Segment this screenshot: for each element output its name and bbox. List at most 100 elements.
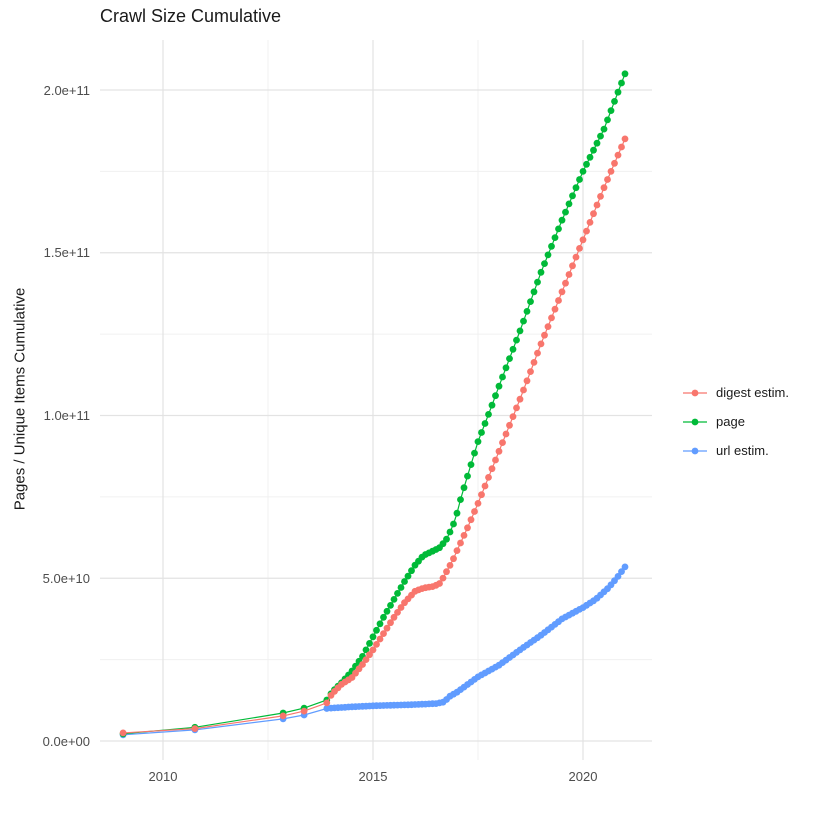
data-point [485, 411, 492, 418]
legend-item-page: page [682, 407, 789, 436]
data-point [450, 520, 457, 528]
legend-key-icon [683, 418, 707, 425]
data-point [464, 524, 471, 532]
data-point [362, 646, 370, 654]
data-point [530, 288, 538, 296]
data-point [611, 159, 618, 167]
legend-key-icon [683, 447, 707, 454]
data-point [488, 465, 496, 473]
data-point [530, 359, 538, 366]
data-point [495, 382, 503, 390]
x-tick-label: 2020 [568, 769, 598, 784]
data-point [495, 447, 503, 455]
data-point [555, 297, 562, 304]
data-point [597, 132, 604, 140]
data-point [373, 626, 380, 634]
data-point [523, 308, 531, 315]
data-point [607, 107, 615, 114]
data-point [279, 712, 287, 720]
data-point [436, 580, 443, 587]
legend-item-digest-estim: digest estim. [682, 378, 789, 407]
legend-label: page [716, 414, 745, 429]
data-point [464, 472, 471, 480]
data-point [446, 528, 454, 536]
data-point [534, 349, 541, 357]
data-point [478, 429, 485, 436]
data-point [600, 125, 608, 133]
series-page [119, 70, 629, 738]
data-point [474, 500, 482, 507]
data-point [457, 539, 464, 547]
legend-label: digest estim. [716, 385, 789, 400]
data-point [523, 377, 531, 385]
data-point [446, 562, 454, 569]
data-point [569, 262, 576, 270]
data-point [492, 392, 499, 400]
data-point [565, 200, 573, 208]
data-point [621, 563, 629, 571]
data-point [551, 234, 559, 242]
data-point [492, 456, 499, 464]
data-point [565, 271, 573, 278]
data-point [453, 509, 461, 517]
data-point [541, 260, 548, 267]
data-point [376, 620, 384, 628]
data-point [366, 640, 373, 647]
data-point [555, 225, 562, 233]
legend-item-url-estim: url estim. [682, 436, 789, 465]
data-point [119, 729, 127, 737]
data-point [621, 135, 629, 143]
data-point [569, 192, 576, 200]
data-point [537, 340, 545, 348]
data-point [376, 635, 384, 643]
data-point [586, 153, 594, 161]
data-point [607, 168, 615, 175]
series-url-estim [119, 563, 629, 739]
data-point [614, 573, 622, 580]
data-point [579, 236, 587, 244]
x-tick-label: 2015 [358, 769, 388, 784]
data-point [618, 79, 625, 87]
x-tick-label: 2010 [148, 769, 178, 784]
data-point [471, 508, 478, 515]
data-point [576, 245, 583, 252]
data-point [502, 430, 510, 438]
y-tick-label: 1.5e+11 [43, 245, 90, 261]
data-point [509, 413, 517, 420]
data-point [576, 176, 583, 183]
data-point [527, 368, 534, 375]
series-digest-estim [119, 135, 629, 737]
data-point [453, 547, 461, 554]
data-point [590, 146, 597, 154]
data-point [394, 609, 401, 616]
data-point [478, 491, 485, 499]
data-point [590, 210, 597, 218]
data-point [583, 160, 590, 168]
data-point [516, 395, 524, 403]
data-point [513, 404, 520, 412]
data-point [618, 143, 625, 151]
legend: digest estim. page url estim. [682, 378, 789, 465]
data-point [359, 661, 366, 668]
data-point [380, 613, 387, 621]
data-point [614, 151, 622, 159]
y-tick-label: 1.0e+11 [43, 408, 90, 423]
data-point [593, 201, 601, 209]
data-point [439, 574, 447, 582]
legend-label: url estim. [716, 443, 769, 458]
legend-key-icon [683, 389, 707, 396]
data-point [362, 656, 370, 663]
data-point [383, 607, 391, 615]
data-point [509, 345, 517, 353]
data-point [618, 568, 625, 575]
data-point [611, 98, 618, 105]
data-point [597, 193, 604, 200]
data-point [369, 633, 377, 641]
data-point [534, 278, 541, 286]
data-point [387, 619, 394, 627]
data-point [397, 584, 405, 591]
data-point [397, 604, 405, 611]
data-point [191, 725, 199, 732]
data-point [369, 646, 377, 654]
y-tick-label: 2.0e+11 [43, 82, 90, 98]
